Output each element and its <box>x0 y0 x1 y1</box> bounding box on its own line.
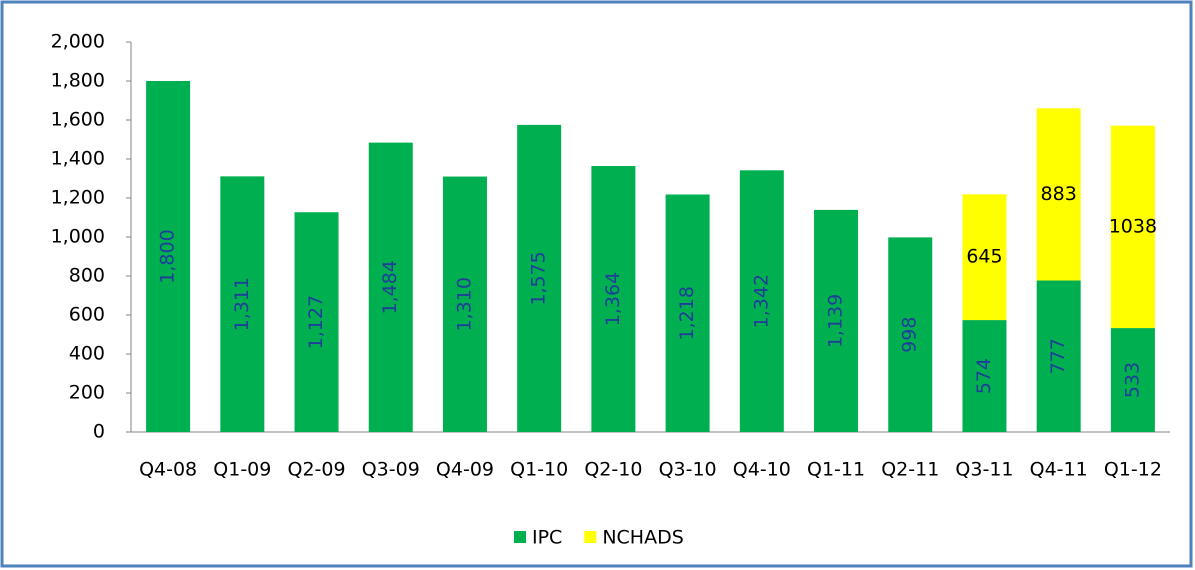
y-tick-label: 1,800 <box>51 70 105 92</box>
bar-segment <box>1036 280 1081 432</box>
data-label: 645 <box>966 246 1002 268</box>
data-label: 574 <box>973 358 995 394</box>
x-tick-label: Q1-11 <box>807 459 865 481</box>
y-tick-label: 1,600 <box>51 109 105 131</box>
bar-segment <box>294 212 339 432</box>
bar-segment <box>1110 328 1155 432</box>
data-label: 998 <box>899 317 921 353</box>
bar-segment <box>1036 108 1081 281</box>
x-tick-label: Q4-09 <box>436 459 494 481</box>
legend-label: IPC <box>532 527 562 549</box>
data-label: 533 <box>1121 362 1143 398</box>
data-label: 1,127 <box>305 295 327 349</box>
bar-segment <box>665 194 710 432</box>
bar-segment <box>146 81 191 432</box>
bar-segment <box>368 142 413 432</box>
bar-segment <box>814 209 859 432</box>
x-tick-label: Q3-11 <box>955 459 1013 481</box>
legend-label: NCHADS <box>602 527 683 549</box>
data-label: 1,218 <box>676 286 698 340</box>
y-tick-label: 2,000 <box>51 31 105 53</box>
y-tick-label: 0 <box>93 421 105 443</box>
data-label: 1,139 <box>825 294 847 348</box>
bar-segment <box>591 166 636 432</box>
data-label: 1,575 <box>528 251 550 305</box>
bar-segment <box>442 176 487 432</box>
y-tick-label: 200 <box>69 382 105 404</box>
y-tick-label: 1,200 <box>51 187 105 209</box>
x-tick-label: Q2-11 <box>881 459 939 481</box>
bar-segment <box>220 176 265 432</box>
x-tick-label: Q1-09 <box>213 459 271 481</box>
x-tick-label: Q4-08 <box>139 459 197 481</box>
x-tick-label: Q3-10 <box>659 459 717 481</box>
data-label: 1,342 <box>750 274 772 328</box>
y-tick-label: 1,000 <box>51 226 105 248</box>
data-label: 1,310 <box>453 277 475 331</box>
x-tick-label: Q4-11 <box>1030 459 1088 481</box>
bar-segment <box>739 170 784 432</box>
y-tick-label: 800 <box>69 265 105 287</box>
bar-segment <box>1110 125 1155 329</box>
y-tick-label: 1,400 <box>51 148 105 170</box>
x-tick-label: Q3-09 <box>362 459 420 481</box>
data-label: 1,364 <box>602 272 624 326</box>
legend-swatch <box>514 531 526 543</box>
data-label: 883 <box>1041 183 1077 205</box>
data-label: 1038 <box>1109 215 1157 237</box>
x-tick-label: Q2-09 <box>287 459 345 481</box>
y-tick-label: 600 <box>69 304 105 326</box>
legend-swatch <box>584 531 597 543</box>
bar-segment <box>517 124 562 432</box>
bar-segment <box>962 320 1007 432</box>
data-label: 1,311 <box>231 277 253 331</box>
data-label: 777 <box>1047 338 1069 374</box>
data-label: 1,484 <box>379 260 401 314</box>
bar-segment <box>962 194 1007 321</box>
data-label: 1,800 <box>157 229 179 283</box>
x-tick-label: Q4-10 <box>733 459 791 481</box>
x-tick-label: Q2-10 <box>584 459 642 481</box>
bar-segment <box>888 237 933 432</box>
y-tick-label: 400 <box>69 343 105 365</box>
x-tick-label: Q1-10 <box>510 459 568 481</box>
x-tick-label: Q1-12 <box>1104 459 1162 481</box>
